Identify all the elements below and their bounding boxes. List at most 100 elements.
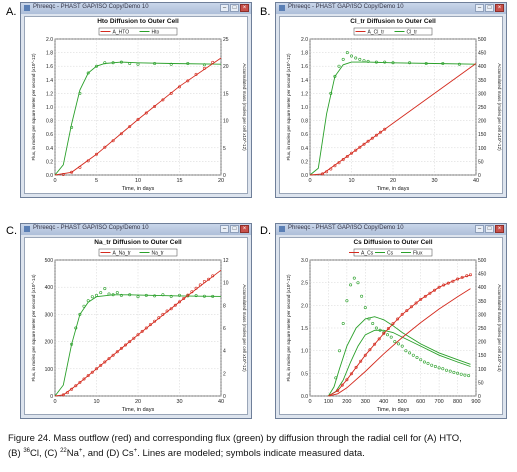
y-tick-label-left: 1.2 — [301, 91, 308, 97]
y-tick-label-left: 0.4 — [301, 146, 308, 152]
data-point — [373, 342, 377, 346]
y-tick-label-left: 0.0 — [301, 173, 308, 179]
close-button[interactable]: × — [240, 4, 249, 12]
chart-window-b[interactable]: Phreeqc - PHAST GAP/ISO Copy/Demo 10 – □… — [275, 2, 507, 198]
data-point — [173, 303, 177, 307]
minimize-button[interactable]: – — [475, 225, 484, 233]
data-point — [423, 294, 427, 298]
data-point — [457, 62, 461, 66]
series-line — [54, 61, 222, 176]
data-point — [374, 60, 378, 64]
legend-label: A_Na_tr — [113, 251, 132, 257]
y-tick-label-right: 0 — [223, 394, 226, 400]
y-tick-label-left: 0.0 — [46, 173, 53, 179]
window-titlebar[interactable]: Phreeqc - PHAST GAP/ISO Copy/Demo 10 – □… — [21, 224, 251, 235]
x-tick-label: 700 — [435, 399, 444, 405]
close-button[interactable]: × — [495, 225, 504, 233]
minimize-button[interactable]: – — [475, 4, 484, 12]
close-button[interactable]: × — [240, 225, 249, 233]
chart-title: Cl_tr Diffusion to Outer Cell — [350, 18, 436, 25]
x-tick-label: 20 — [390, 178, 396, 184]
data-point — [336, 389, 340, 393]
data-point — [446, 281, 450, 285]
data-point — [422, 360, 426, 364]
y-tick-label-left: 0.8 — [46, 119, 53, 125]
data-point — [377, 337, 381, 341]
data-point — [358, 57, 362, 61]
y-tick-label-right: 450 — [478, 272, 487, 278]
window-titlebar[interactable]: Phreeqc - PHAST GAP/ISO Copy/Demo 10 – □… — [276, 224, 506, 235]
window-titlebar[interactable]: Phreeqc - PHAST GAP/ISO Copy/Demo 10 – □… — [276, 3, 506, 14]
data-point — [433, 365, 437, 369]
maximize-button[interactable]: □ — [485, 225, 494, 233]
x-tick-label: 20 — [218, 178, 224, 184]
data-point — [396, 317, 400, 321]
data-point — [78, 312, 82, 316]
legend-label: Na_tr — [152, 251, 165, 257]
data-point — [86, 374, 90, 378]
maximize-button[interactable]: □ — [230, 4, 239, 12]
data-point — [465, 274, 469, 278]
y-tick-label-right: 0 — [478, 394, 481, 400]
chart-window-d[interactable]: Phreeqc - PHAST GAP/ISO Copy/Demo 10 – □… — [275, 223, 507, 419]
data-point — [132, 336, 136, 340]
minimize-button[interactable]: – — [220, 4, 229, 12]
data-point — [103, 145, 107, 149]
data-point — [211, 274, 215, 278]
y-tick-label-left: 0.6 — [301, 132, 308, 138]
data-point — [169, 307, 173, 311]
data-point — [111, 61, 115, 65]
data-point — [391, 61, 395, 65]
data-point — [202, 63, 206, 67]
chart-title: Cs Diffusion to Outer Cell — [353, 239, 432, 246]
close-button[interactable]: × — [495, 4, 504, 12]
data-point — [442, 283, 446, 287]
data-point — [350, 54, 354, 58]
x-tick-label: 900 — [471, 399, 480, 405]
data-point — [370, 136, 374, 140]
data-point — [433, 288, 437, 292]
y-tick-label-right: 20 — [223, 64, 229, 70]
maximize-button[interactable]: □ — [485, 4, 494, 12]
y-tick-label-left: 1.4 — [46, 78, 53, 84]
chart-window-c[interactable]: Phreeqc - PHAST GAP/ISO Copy/Demo 10 – □… — [20, 223, 252, 419]
data-point — [408, 351, 412, 355]
window-title: Phreeqc - PHAST GAP/ISO Copy/Demo 10 — [288, 4, 404, 10]
window-titlebar[interactable]: Phreeqc - PHAST GAP/ISO Copy/Demo 10 – □… — [21, 3, 251, 14]
data-point — [441, 61, 445, 65]
minimize-button[interactable]: – — [220, 225, 229, 233]
x-tick-label: 10 — [93, 399, 99, 405]
data-point — [111, 139, 115, 143]
x-tick-label: 10 — [348, 178, 354, 184]
data-point — [337, 64, 341, 68]
chart-title: Hto Diffusion to Outer Cell — [97, 18, 179, 25]
y-tick-label-right: 0 — [478, 173, 481, 179]
data-point — [341, 158, 345, 162]
y-tick-label-right: 450 — [478, 51, 487, 57]
data-point — [391, 322, 395, 326]
panel-letter-d: D. — [260, 225, 271, 237]
y-tick-label-right: 15 — [223, 91, 229, 97]
caption-sup: + — [133, 448, 138, 454]
y-tick-label-left: 1.5 — [301, 326, 308, 332]
data-point — [397, 342, 401, 346]
data-point — [463, 373, 467, 377]
data-point — [103, 360, 107, 364]
data-point — [95, 367, 99, 371]
caption-text: , and (D) Cs — [82, 448, 134, 460]
data-point — [157, 316, 161, 320]
y-axis-label-right: Accumulated mass (moles per cell x10^-12… — [242, 284, 247, 372]
data-point — [95, 64, 99, 68]
caption-line-1: Figure 24. Mass outflow (red) and corres… — [8, 433, 462, 444]
data-point — [386, 333, 390, 337]
y-tick-label-right: 100 — [478, 146, 487, 152]
chart-window-a[interactable]: Phreeqc - PHAST GAP/ISO Copy/Demo 10 – □… — [20, 2, 252, 198]
chart-title: Na_tr Diffusion to Outer Cell — [94, 239, 182, 246]
y-tick-label-right: 250 — [478, 326, 487, 332]
data-point — [345, 299, 349, 303]
x-tick-label: 0 — [53, 178, 56, 184]
data-point — [136, 295, 140, 299]
maximize-button[interactable]: □ — [230, 225, 239, 233]
data-point — [95, 293, 99, 297]
data-point — [136, 62, 140, 66]
